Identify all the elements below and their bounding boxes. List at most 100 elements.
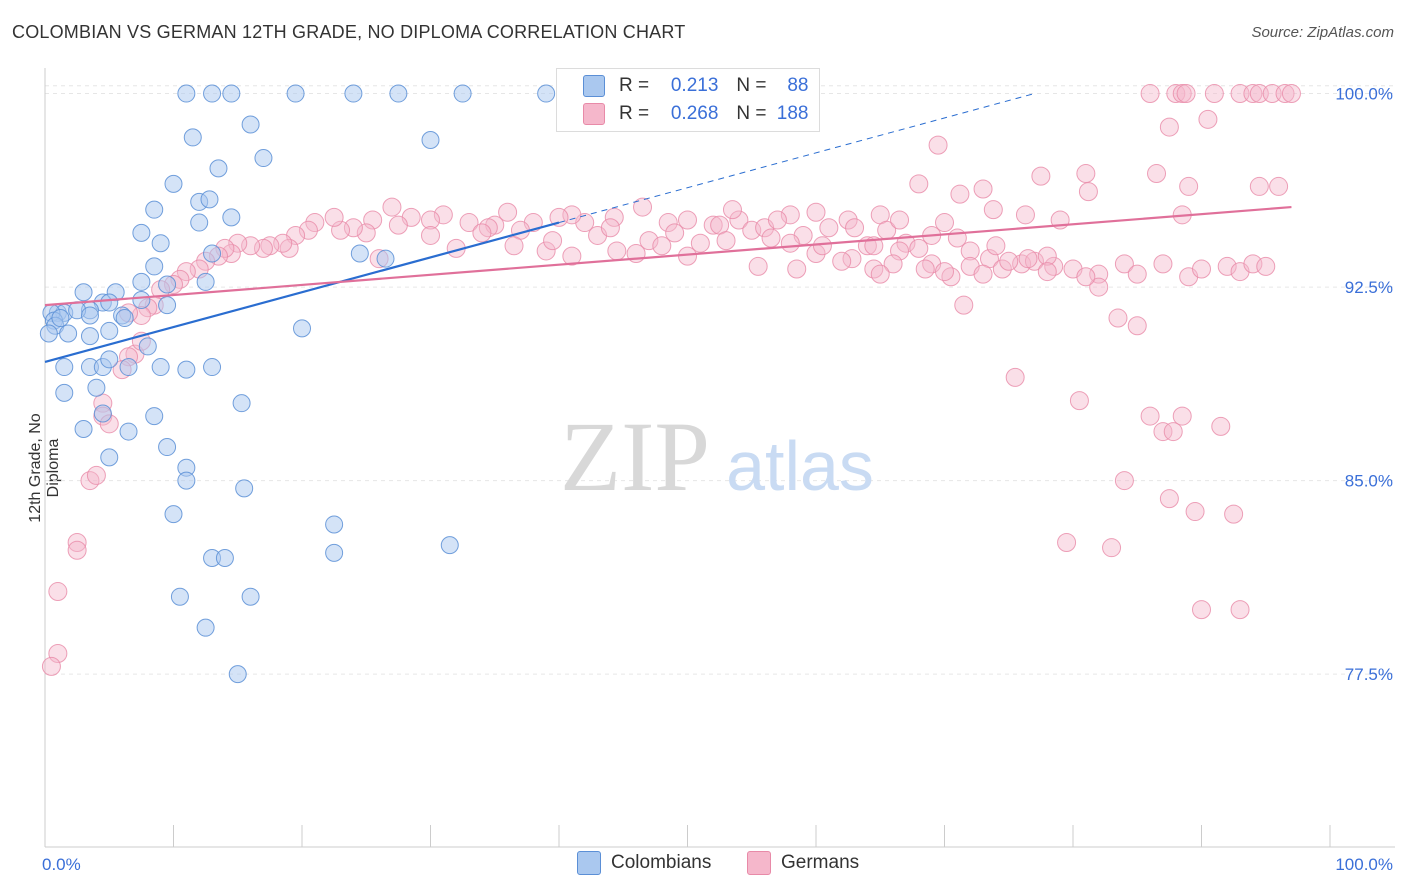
german-point (690, 233, 710, 253)
bottom-legend-colombians: Colombians (577, 851, 711, 875)
german-point (504, 236, 524, 256)
german-point (761, 228, 781, 248)
legend-n-label: N = (736, 103, 767, 124)
legend-row-germans: R = 0.268 N = 188 (583, 102, 809, 126)
german-point (665, 223, 685, 243)
german-point (767, 210, 787, 230)
german-point (1269, 176, 1289, 196)
legend-n-label: N = (736, 75, 767, 96)
colombian-point (170, 587, 189, 606)
legend-r-value-germans: 0.268 (670, 103, 719, 124)
colombian-point (145, 200, 164, 219)
german-point (1127, 264, 1147, 284)
german-point (176, 262, 196, 282)
colombian-point (344, 84, 363, 103)
german-point (986, 236, 1006, 256)
colombian-point (177, 471, 196, 490)
german-point (67, 533, 87, 553)
german-point (973, 264, 993, 284)
colombian-point (74, 283, 93, 302)
german-point (909, 174, 929, 194)
colombian-point (100, 350, 119, 369)
german-point (909, 238, 929, 258)
german-point (652, 236, 672, 256)
legend-r-label: R = (619, 75, 650, 96)
colombian-point (119, 422, 138, 441)
colombian-point (421, 130, 440, 149)
german-point (819, 218, 839, 238)
german-point (1005, 367, 1025, 387)
german-point (1166, 84, 1186, 104)
german-point (228, 233, 248, 253)
german-point (1192, 259, 1211, 279)
colombian-point (158, 438, 177, 457)
legend-n-value-germans: 188 (776, 103, 809, 124)
german-point (864, 259, 884, 279)
german-point (1076, 164, 1096, 184)
legend-r-label: R = (619, 103, 650, 124)
german-point (780, 205, 800, 225)
colombian-point (80, 306, 99, 325)
german-point (845, 218, 865, 238)
german-point (41, 656, 61, 676)
colombian-point (183, 128, 202, 147)
german-point (1127, 316, 1147, 336)
german-point (678, 210, 697, 230)
german-point (86, 465, 106, 485)
colombians-trend-line (44, 221, 560, 363)
colombian-point (151, 234, 170, 253)
y-tick-label: 77.5% (1345, 665, 1393, 684)
germans-trend-line (44, 205, 1292, 307)
german-point (1176, 84, 1196, 104)
german-point (1185, 502, 1205, 522)
german-point (716, 231, 736, 251)
colombian-point (203, 358, 222, 377)
colombian-point (100, 321, 119, 340)
colombians-legend-label: Colombians (611, 852, 712, 873)
y-tick-label: 100.0% (1335, 85, 1393, 104)
german-point (1163, 422, 1183, 442)
colombian-point (376, 249, 395, 268)
legend-row-colombians: R = 0.213 N = 88 (583, 74, 809, 98)
colombian-point (51, 309, 70, 328)
german-point (780, 233, 800, 253)
german-point (941, 267, 961, 287)
colombian-point (55, 358, 74, 377)
german-point (915, 259, 935, 279)
colombians-points (39, 84, 556, 684)
colombian-point (203, 84, 222, 103)
colombian-point (100, 293, 119, 312)
german-point (838, 210, 858, 230)
germans-points (41, 84, 1301, 676)
colombian-point (325, 515, 344, 534)
german-point (543, 231, 563, 251)
colombian-point (453, 84, 472, 103)
colombian-point (177, 360, 196, 379)
colombian-point (241, 587, 260, 606)
colombian-point (190, 213, 209, 232)
colombian-point (115, 309, 134, 328)
colombian-point (241, 115, 260, 134)
german-point (80, 471, 100, 491)
german-point (279, 238, 299, 258)
chart-title: COLOMBIAN VS GERMAN 12TH GRADE, NO DIPLO… (12, 22, 686, 42)
tick-labels: 100.0% 92.5% 85.0% 77.5% 0.0% 100.0% (42, 85, 1393, 874)
colombian-point (177, 84, 196, 103)
colombian-point (87, 378, 106, 397)
german-point (388, 215, 408, 235)
german-point (935, 262, 954, 282)
colombian-point (254, 149, 273, 168)
german-point (1256, 256, 1276, 276)
bottom-legend-germans: Germans (747, 851, 859, 875)
colombian-point (80, 327, 99, 346)
german-point (472, 223, 492, 243)
colombian-point (119, 358, 138, 377)
legend-r-value-colombians: 0.213 (670, 75, 719, 96)
colombians-swatch (583, 75, 605, 97)
german-point (1159, 489, 1179, 509)
colombian-point (55, 383, 74, 402)
german-point (382, 197, 402, 217)
german-point (1211, 416, 1231, 436)
colombian-point (286, 84, 305, 103)
